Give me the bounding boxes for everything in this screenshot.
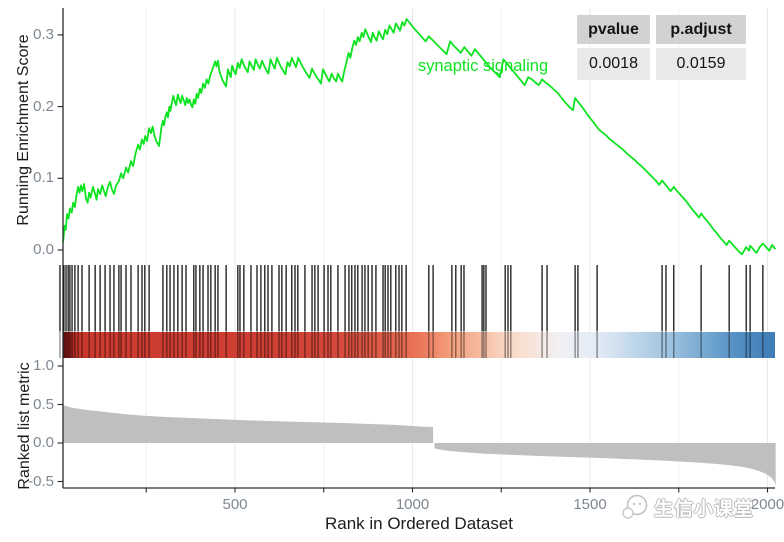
- x-tick-label: 1000: [395, 496, 430, 513]
- y-tick-label-bottom: 0.5: [33, 395, 54, 413]
- x-tick-label: 500: [222, 496, 248, 513]
- watermark-text: 生信小课堂: [654, 498, 755, 520]
- y-tick-label-top: 0.3: [33, 25, 54, 43]
- y-tick-label-bottom: -0.5: [28, 472, 54, 490]
- stats-value-padjust: 0.0159: [656, 48, 746, 80]
- stats-header-pvalue: pvalue: [577, 15, 650, 44]
- y-tick-label-top: 0.0: [33, 241, 54, 258]
- x-tick-label: 2000: [750, 496, 784, 513]
- y-tick-label-bottom: 1.0: [33, 357, 54, 374]
- y-tick-label-top: 0.2: [33, 97, 54, 115]
- stats-table: pvalue p.adjust 0.0018 0.0159: [577, 15, 746, 80]
- x-tick-label: 1500: [573, 496, 607, 513]
- stats-header-padjust: p.adjust: [656, 15, 746, 44]
- y-tick-label-top: 0.1: [33, 169, 54, 187]
- geneset-label: synaptic signaling: [417, 57, 549, 75]
- y-axis-title-top: Running Enrichment Score: [15, 34, 32, 226]
- x-axis-title: Rank in Ordered Dataset: [324, 514, 514, 533]
- y-tick-label-bottom: 0.0: [33, 434, 54, 451]
- watermark: 生信小课堂: [621, 493, 754, 521]
- stats-value-pvalue: 0.0018: [577, 48, 650, 80]
- watermark-logo-icon: [622, 494, 648, 519]
